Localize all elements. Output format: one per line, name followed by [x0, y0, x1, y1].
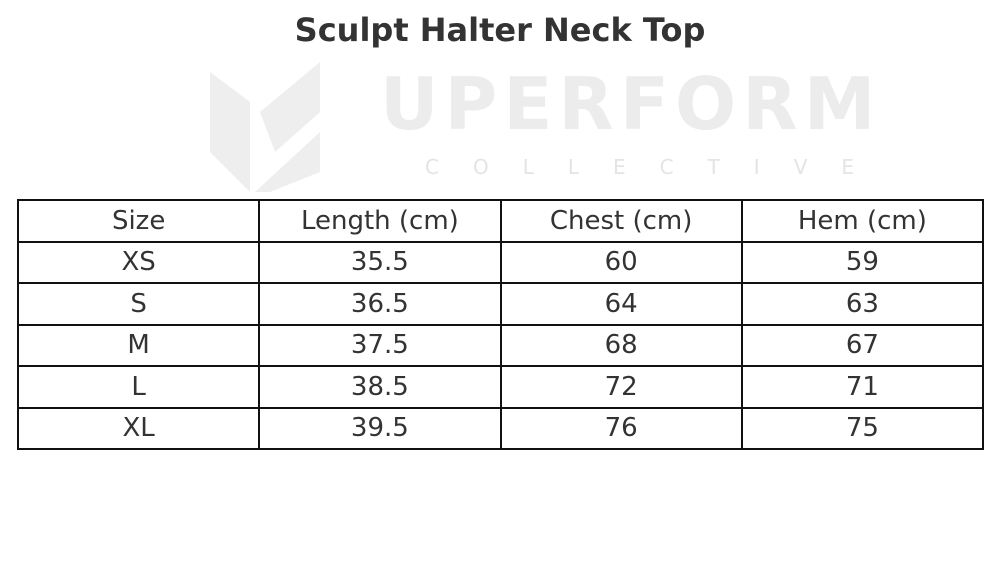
table-cell: 76 — [499, 406, 743, 450]
brand-logo-icon — [210, 62, 320, 192]
table-row: S 36.5 64 63 — [16, 282, 985, 326]
watermark-logo: UPERFORM COLLECTIVE — [150, 62, 875, 194]
watermark-brand: UPERFORM — [380, 62, 882, 146]
table-cell: 72 — [499, 365, 743, 409]
table-cell: S — [16, 282, 261, 326]
page-title: Sculpt Halter Neck Top — [294, 11, 706, 49]
header-cell: Size — [16, 199, 261, 243]
table-cell: 71 — [740, 365, 985, 409]
table-row: XS 35.5 60 59 — [16, 240, 985, 284]
table-row: L 38.5 72 71 — [16, 365, 985, 409]
size-chart-table: Size Length (cm) Chest (cm) Hem (cm) XS 3… — [16, 199, 985, 450]
header-cell: Length (cm) — [258, 199, 502, 243]
header-cell: Chest (cm) — [499, 199, 743, 243]
table-cell: 39.5 — [258, 406, 502, 450]
table-cell: M — [16, 323, 261, 367]
table-row: XL 39.5 76 75 — [16, 406, 985, 450]
table-header-row: Size Length (cm) Chest (cm) Hem (cm) — [16, 199, 985, 243]
table-cell: 64 — [499, 282, 743, 326]
table-cell: XS — [16, 240, 261, 284]
table-row: M 37.5 68 67 — [16, 323, 985, 367]
table-cell: 60 — [499, 240, 743, 284]
table-cell: 68 — [499, 323, 743, 367]
table-cell: XL — [16, 406, 261, 450]
table-cell: 75 — [740, 406, 985, 450]
table-cell: 59 — [740, 240, 985, 284]
table-cell: L — [16, 365, 261, 409]
watermark-subtitle: COLLECTIVE — [425, 155, 889, 179]
table-cell: 36.5 — [258, 282, 502, 326]
table-cell: 37.5 — [258, 323, 502, 367]
table-cell: 67 — [740, 323, 985, 367]
table-cell: 35.5 — [258, 240, 502, 284]
table-cell: 38.5 — [258, 365, 502, 409]
header-cell: Hem (cm) — [740, 199, 985, 243]
table-cell: 63 — [740, 282, 985, 326]
